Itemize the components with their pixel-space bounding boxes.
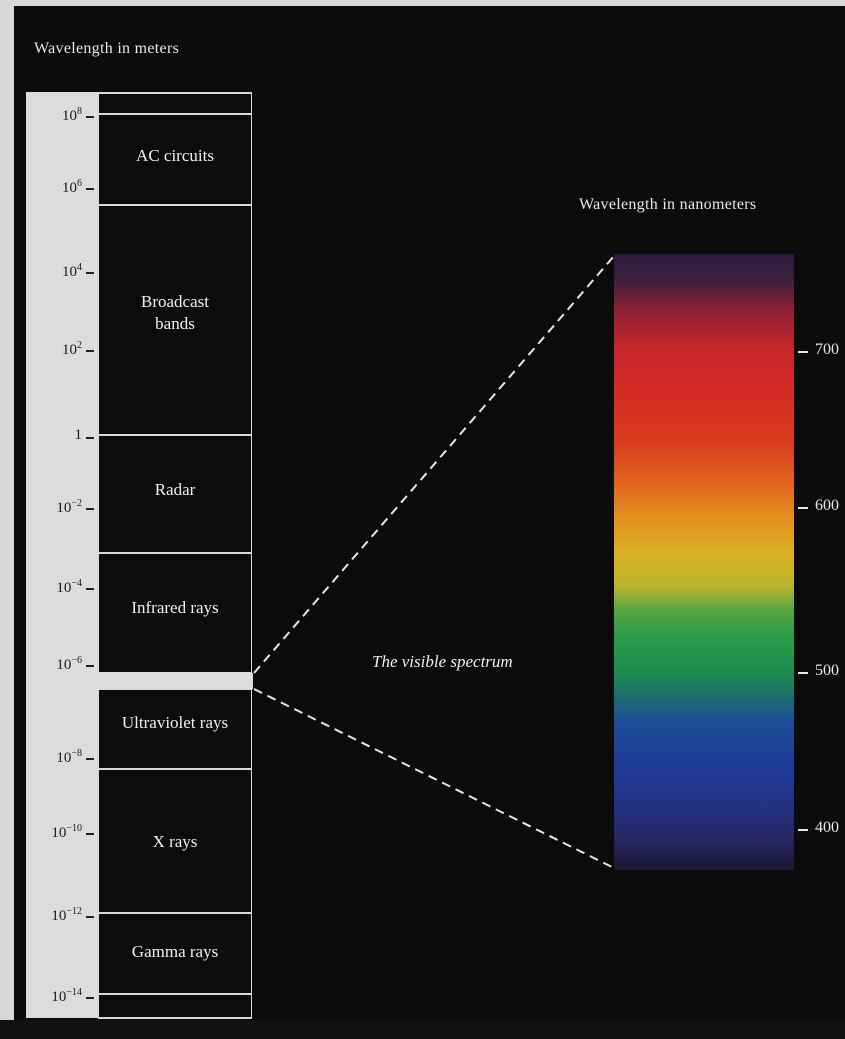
band-divider <box>98 204 252 206</box>
meter-tick-mark <box>86 508 94 510</box>
meter-tick-label: 10−14 <box>51 987 82 1005</box>
meter-tick-mark <box>86 758 94 760</box>
band-divider <box>98 768 252 770</box>
meter-tick-label: 102 <box>62 340 82 358</box>
meter-tick-mark <box>86 588 94 590</box>
right-axis-title: Wavelength in nanometers <box>579 196 757 213</box>
meter-tick-label: 10−4 <box>56 578 82 596</box>
band-divider <box>98 552 252 554</box>
band-label-ac-circuits: AC circuits <box>136 146 214 165</box>
connector-line-top <box>253 255 615 674</box>
meter-tick-label: 10−12 <box>51 906 82 924</box>
band-label-gamma: Gamma rays <box>131 942 219 961</box>
band-border <box>98 1017 252 1019</box>
band-label-infrared: Infrared rays <box>131 598 219 617</box>
meter-tick-label: 10−6 <box>56 655 82 673</box>
left-border <box>0 0 14 1039</box>
band-divider <box>98 993 252 995</box>
left-axis-title: Wavelength in meters <box>34 40 180 57</box>
meter-scale-panel <box>26 92 98 1018</box>
meter-tick-label: 10−10 <box>51 823 82 841</box>
nm-tick-mark <box>798 829 808 831</box>
nm-tick-mark <box>798 351 808 353</box>
connector-line-bottom <box>253 688 615 869</box>
meter-tick-label: 108 <box>62 106 82 124</box>
band-label-radar: Radar <box>154 480 196 499</box>
band-label-broadcast: Broadcast bands <box>141 292 209 333</box>
bottom-border <box>0 1020 845 1039</box>
band-divider <box>98 113 252 115</box>
meter-tick-mark <box>86 350 94 352</box>
nm-tick-mark <box>798 507 808 509</box>
band-label-ultraviolet: Ultraviolet rays <box>121 713 229 732</box>
meter-tick-mark <box>86 188 94 190</box>
lower-band-column <box>98 689 252 1019</box>
meter-tick-label: 106 <box>62 178 82 196</box>
nm-tick-700: 700 <box>815 341 839 358</box>
band-border <box>98 92 252 94</box>
upper-band-column <box>98 92 252 673</box>
band-border <box>98 672 252 674</box>
nm-tick-mark <box>798 672 808 674</box>
meter-tick-mark <box>86 272 94 274</box>
band-divider <box>98 434 252 436</box>
visible-spectrum-caption: The visible spectrum <box>372 652 513 671</box>
meter-tick-mark <box>86 437 94 439</box>
top-border <box>0 0 845 6</box>
meter-tick-mark <box>86 833 94 835</box>
meter-tick-mark <box>86 665 94 667</box>
visible-gap <box>98 673 253 689</box>
nm-tick-500: 500 <box>815 662 839 679</box>
nm-tick-600: 600 <box>815 497 839 514</box>
meter-tick-label: 104 <box>62 262 82 280</box>
meter-tick-mark <box>86 116 94 118</box>
meter-tick-label: 1 <box>74 427 83 443</box>
band-divider <box>98 912 252 914</box>
meter-tick-label: 10−8 <box>56 748 82 766</box>
visible-spectrum-bar <box>614 254 794 870</box>
nm-tick-400: 400 <box>815 819 839 836</box>
meter-tick-label: 10−2 <box>56 498 82 516</box>
meter-tick-mark <box>86 997 94 999</box>
band-label-x-rays: X rays <box>152 832 198 851</box>
meter-tick-mark <box>86 916 94 918</box>
